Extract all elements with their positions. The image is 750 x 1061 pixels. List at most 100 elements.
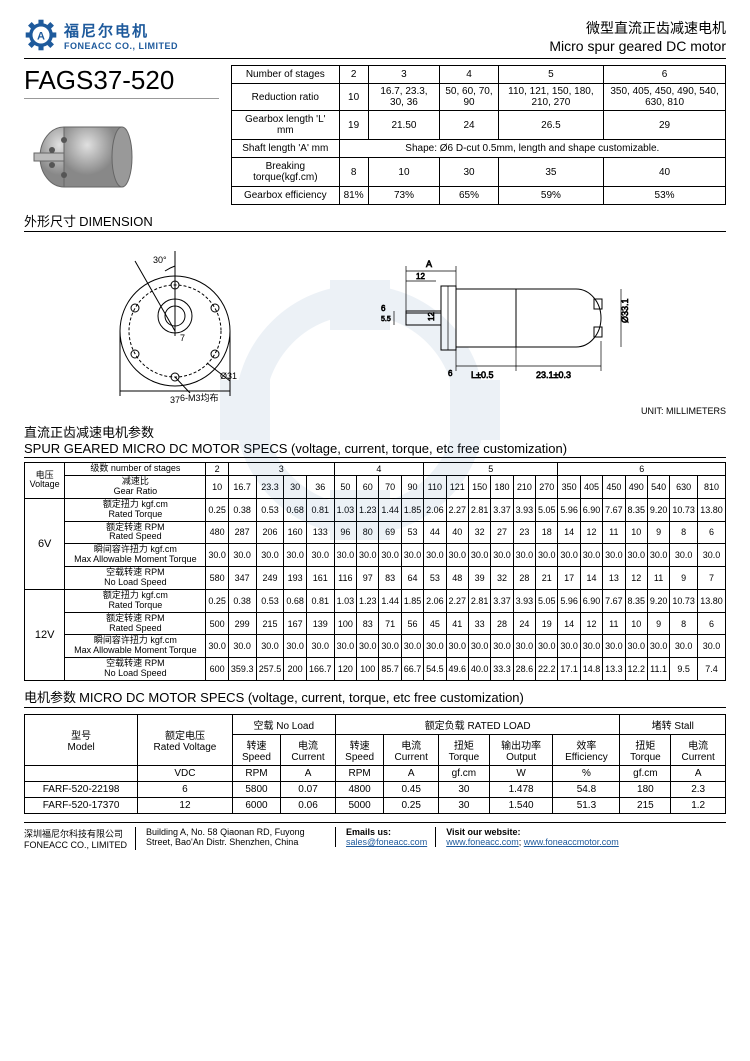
specs-cell: 30.0 bbox=[424, 544, 446, 567]
gearbox-row-label: Reduction ratio bbox=[232, 84, 340, 111]
dc-model-cell: FARF-520-17370 bbox=[25, 798, 138, 814]
page-header: A 福尼尔电机 FONEACC CO., LIMITED 微型直流正齿减速电机 … bbox=[24, 18, 726, 59]
specs-cell: 30.0 bbox=[334, 635, 356, 658]
specs-ratio-cell: 150 bbox=[468, 476, 490, 499]
specs-cell: 28.6 bbox=[513, 658, 535, 681]
specs-cell: 0.81 bbox=[306, 498, 334, 521]
gearbox-cell: 21.50 bbox=[368, 111, 440, 140]
specs-cell: 1.03 bbox=[334, 589, 356, 612]
dc-col-label: 电流Current bbox=[671, 735, 726, 766]
specs-cell: 30.0 bbox=[491, 544, 513, 567]
specs-cell: 7.67 bbox=[603, 589, 625, 612]
dc-col-label: 输出功率Output bbox=[489, 735, 553, 766]
gearbox-cell: 73% bbox=[368, 187, 440, 205]
motor-photo bbox=[24, 105, 164, 205]
footer-web2-link[interactable]: www.foneaccmotor.com bbox=[524, 837, 619, 847]
specs-cell: 100 bbox=[357, 658, 379, 681]
specs-cell: 13.3 bbox=[603, 658, 625, 681]
dc-cell: 0.45 bbox=[384, 782, 439, 798]
dc-cell: 5800 bbox=[232, 782, 281, 798]
specs-cell: 12 bbox=[625, 567, 647, 590]
specs-cell: 30.0 bbox=[401, 635, 423, 658]
specs-cell: 30.0 bbox=[446, 635, 468, 658]
dc-col-label: 转速Speed bbox=[232, 735, 281, 766]
company-logo: A 福尼尔电机 FONEACC CO., LIMITED bbox=[24, 18, 178, 52]
specs-cell: 85.7 bbox=[379, 658, 401, 681]
specs-cell: 2.06 bbox=[424, 498, 446, 521]
specs-cell: 600 bbox=[206, 658, 228, 681]
specs-cell: 56 bbox=[401, 612, 423, 635]
dc-cell: 215 bbox=[620, 798, 671, 814]
footer-web1-link[interactable]: www.foneacc.com bbox=[446, 837, 519, 847]
specs-cell: 30.0 bbox=[698, 635, 726, 658]
svg-text:L±0.5: L±0.5 bbox=[471, 370, 493, 380]
specs-cell: 7 bbox=[698, 567, 726, 590]
dc-cell: 12 bbox=[138, 798, 232, 814]
specs-corner: 电压Voltage bbox=[25, 463, 65, 499]
specs-cell: 8 bbox=[670, 612, 698, 635]
specs-cell: 30.0 bbox=[334, 544, 356, 567]
dc-cell: 30 bbox=[438, 782, 489, 798]
specs-ratio-cell: 16.7 bbox=[228, 476, 256, 499]
specs-cell: 2.06 bbox=[424, 589, 446, 612]
specs-cell: 200 bbox=[284, 658, 306, 681]
gearbox-cell: 110, 121, 150, 180, 210, 270 bbox=[498, 84, 603, 111]
gearbox-cell: 59% bbox=[498, 187, 603, 205]
specs-cell: 30.0 bbox=[206, 635, 228, 658]
specs-cell: 13.80 bbox=[698, 589, 726, 612]
specs-cell: 1.85 bbox=[401, 498, 423, 521]
dimension-unit: UNIT: MILLIMETERS bbox=[641, 406, 726, 416]
gearbox-header-cell: 5 bbox=[498, 66, 603, 84]
specs-cell: 30.0 bbox=[306, 635, 334, 658]
gearbox-cell: 8 bbox=[339, 158, 368, 187]
gear-logo-icon: A bbox=[24, 18, 58, 52]
specs-cell: 30.0 bbox=[513, 635, 535, 658]
specs-ratio-cell: 10 bbox=[206, 476, 228, 499]
specs-cell: 14 bbox=[558, 612, 580, 635]
gearbox-header-cell: 3 bbox=[368, 66, 440, 84]
gearbox-cell: Shape: Ø6 D-cut 0.5mm, length and shape … bbox=[339, 140, 725, 158]
dc-unit: % bbox=[553, 766, 620, 782]
dc-cell: 1.478 bbox=[489, 782, 553, 798]
specs-cell: 33.3 bbox=[491, 658, 513, 681]
specs-cell: 3.37 bbox=[491, 589, 513, 612]
specs-cell: 69 bbox=[379, 521, 401, 544]
specs-cell: 30.0 bbox=[625, 544, 647, 567]
gearbox-table: Number of stages23456Reduction ratio1016… bbox=[231, 65, 726, 205]
specs-cell: 2.27 bbox=[446, 589, 468, 612]
dc-unit: A bbox=[671, 766, 726, 782]
specs-cell: 83 bbox=[379, 567, 401, 590]
specs-cell: 9.20 bbox=[647, 498, 669, 521]
specs-ratio-cell: 70 bbox=[379, 476, 401, 499]
specs-cell: 257.5 bbox=[256, 658, 284, 681]
dc-specs-header: 电机参数 MICRO DC MOTOR SPECS (voltage, curr… bbox=[24, 687, 726, 708]
specs-cell: 347 bbox=[228, 567, 256, 590]
specs-cell: 30.0 bbox=[536, 544, 558, 567]
specs-cell: 8.35 bbox=[625, 589, 647, 612]
specs-voltage-label: 6V bbox=[25, 498, 65, 589]
specs-cell: 0.53 bbox=[256, 498, 284, 521]
company-name-cn: 福尼尔电机 bbox=[64, 20, 178, 41]
gearbox-cell: 30 bbox=[440, 158, 498, 187]
dimension-drawing: 30° 7 Ø31 6-M3均布 37 A bbox=[24, 236, 726, 416]
dc-cell: 51.3 bbox=[553, 798, 620, 814]
dc-motor-table: 型号Model额定电压Rated Voltage空载 No Load额定负载 R… bbox=[24, 714, 726, 814]
specs-cell: 40 bbox=[446, 521, 468, 544]
specs-cell: 9 bbox=[670, 567, 698, 590]
svg-text:7: 7 bbox=[180, 333, 185, 343]
specs-cell: 500 bbox=[206, 612, 228, 635]
specs-cell: 30.0 bbox=[603, 635, 625, 658]
specs-cell: 40.0 bbox=[468, 658, 490, 681]
specs-cell: 32 bbox=[468, 521, 490, 544]
footer-email-link[interactable]: sales@foneacc.com bbox=[346, 837, 427, 847]
gearbox-row-label: Breaking torque(kgf.cm) bbox=[232, 158, 340, 187]
specs-cell: 45 bbox=[424, 612, 446, 635]
specs-cell: 6 bbox=[698, 521, 726, 544]
specs-stage-group: 4 bbox=[334, 463, 424, 476]
dc-col-label: 电流Current bbox=[384, 735, 439, 766]
specs-cell: 160 bbox=[284, 521, 306, 544]
specs-ratio-label: 减速比Gear Ratio bbox=[65, 476, 206, 499]
specs-cell: 28 bbox=[513, 567, 535, 590]
specs-cell: 133 bbox=[306, 521, 334, 544]
gearbox-row-label: Gearbox efficiency bbox=[232, 187, 340, 205]
